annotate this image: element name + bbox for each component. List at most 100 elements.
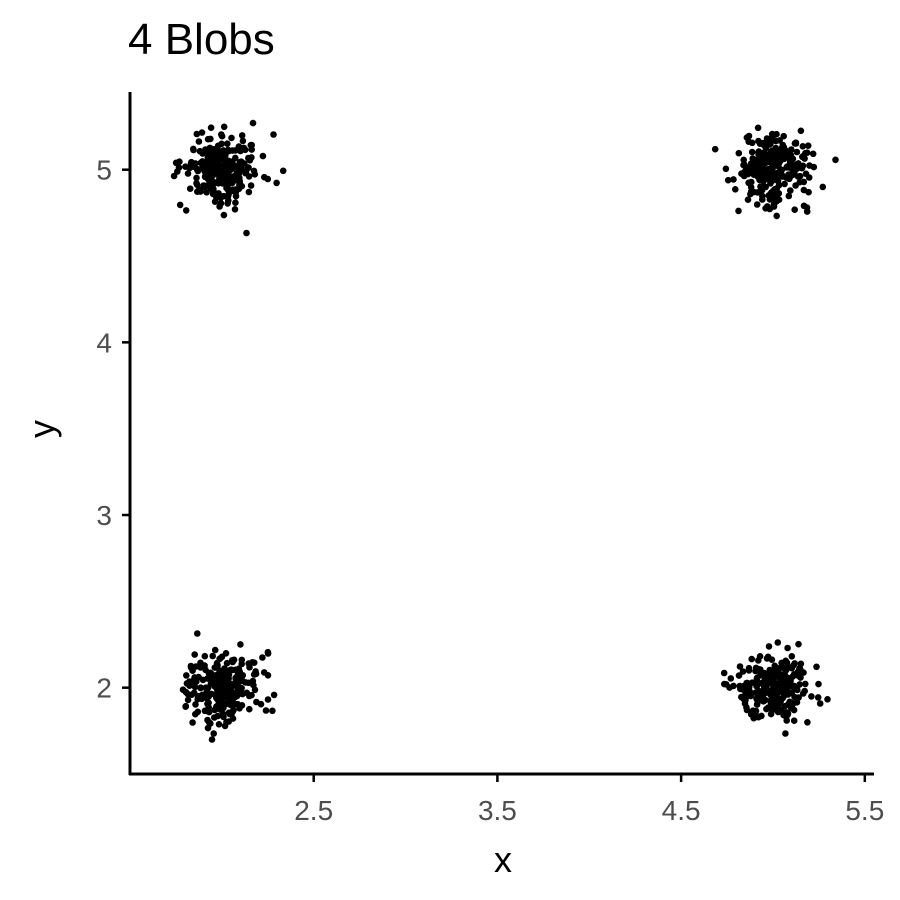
- data-point: [800, 178, 808, 186]
- data-point: [195, 138, 203, 145]
- data-point: [237, 641, 244, 648]
- data-point: [781, 180, 788, 188]
- data-point: [780, 132, 787, 140]
- cluster-2: [711, 124, 839, 220]
- data-point: [790, 662, 797, 669]
- data-point: [809, 150, 817, 158]
- data-point: [246, 705, 253, 713]
- data-point: [251, 686, 259, 694]
- data-point: [222, 692, 230, 699]
- data-point: [175, 164, 183, 171]
- data-point: [236, 158, 244, 166]
- data-point: [752, 707, 760, 715]
- data-point: [766, 205, 773, 213]
- data-point: [245, 660, 252, 667]
- data-point: [248, 146, 255, 153]
- data-point: [791, 206, 798, 213]
- data-point: [763, 705, 770, 713]
- chart-title: 4 Blobs: [128, 15, 275, 64]
- data-point: [778, 671, 786, 678]
- data-point: [786, 164, 793, 171]
- data-point: [748, 139, 756, 147]
- data-point: [756, 140, 764, 147]
- data-point: [176, 158, 183, 165]
- data-point: [798, 164, 806, 172]
- data-point: [778, 706, 785, 714]
- data-point: [752, 667, 759, 675]
- data-point: [744, 196, 752, 203]
- data-point: [264, 696, 272, 703]
- data-point: [735, 207, 742, 215]
- data-point: [225, 718, 232, 725]
- data-point: [738, 685, 746, 693]
- cluster-3: [179, 630, 278, 743]
- data-point: [769, 668, 777, 676]
- data-point: [813, 663, 820, 671]
- data-point: [207, 153, 214, 161]
- data-point: [762, 683, 770, 691]
- data-point: [747, 184, 755, 191]
- data-point: [232, 199, 239, 206]
- data-point: [774, 154, 781, 162]
- data-point: [223, 659, 231, 667]
- data-point: [224, 157, 232, 164]
- data-point: [740, 161, 747, 169]
- data-point: [805, 174, 813, 181]
- data-point: [214, 142, 222, 150]
- data-point: [230, 690, 237, 697]
- data-point: [197, 695, 205, 702]
- data-point: [184, 170, 192, 177]
- data-point: [720, 669, 728, 677]
- data-point: [784, 676, 792, 684]
- data-point: [228, 657, 236, 664]
- data-point: [205, 693, 212, 700]
- data-point: [216, 696, 223, 704]
- data-point: [774, 639, 782, 646]
- data-point: [226, 174, 233, 182]
- data-point: [795, 160, 802, 167]
- data-point: [753, 682, 761, 689]
- data-point: [211, 706, 218, 714]
- data-point: [223, 679, 230, 686]
- data-point: [761, 676, 769, 683]
- data-point: [787, 187, 794, 194]
- y-tick-label: 3: [96, 500, 112, 531]
- data-point: [194, 166, 201, 174]
- data-point: [201, 159, 208, 166]
- data-point: [197, 659, 204, 667]
- data-point: [224, 186, 232, 194]
- data-point: [735, 672, 743, 679]
- data-point: [230, 187, 237, 195]
- data-point: [767, 140, 774, 148]
- data-point: [776, 137, 783, 144]
- data-point: [221, 687, 229, 694]
- data-point: [792, 140, 800, 147]
- data-point: [722, 165, 730, 173]
- data-point: [238, 660, 245, 668]
- data-point: [763, 154, 771, 162]
- data-point: [754, 124, 762, 132]
- data-point: [801, 687, 808, 695]
- data-point: [772, 696, 779, 703]
- data-point: [238, 684, 245, 692]
- data-point: [259, 152, 267, 160]
- data-point: [204, 135, 212, 143]
- data-point: [197, 188, 204, 195]
- data-point: [815, 680, 822, 688]
- data-point: [808, 693, 815, 700]
- data-point: [755, 151, 762, 158]
- data-point: [170, 172, 178, 180]
- data-point: [790, 706, 798, 714]
- data-point: [201, 652, 209, 660]
- data-point: [204, 175, 212, 183]
- data-point: [227, 683, 234, 691]
- data-point: [790, 717, 798, 724]
- data-point: [209, 652, 216, 660]
- data-point: [193, 130, 201, 138]
- data-point: [748, 148, 756, 156]
- data-point: [193, 181, 201, 188]
- data-point: [788, 653, 796, 660]
- y-tick-label: 4: [96, 327, 112, 358]
- data-point: [775, 190, 783, 197]
- data-point: [202, 146, 209, 153]
